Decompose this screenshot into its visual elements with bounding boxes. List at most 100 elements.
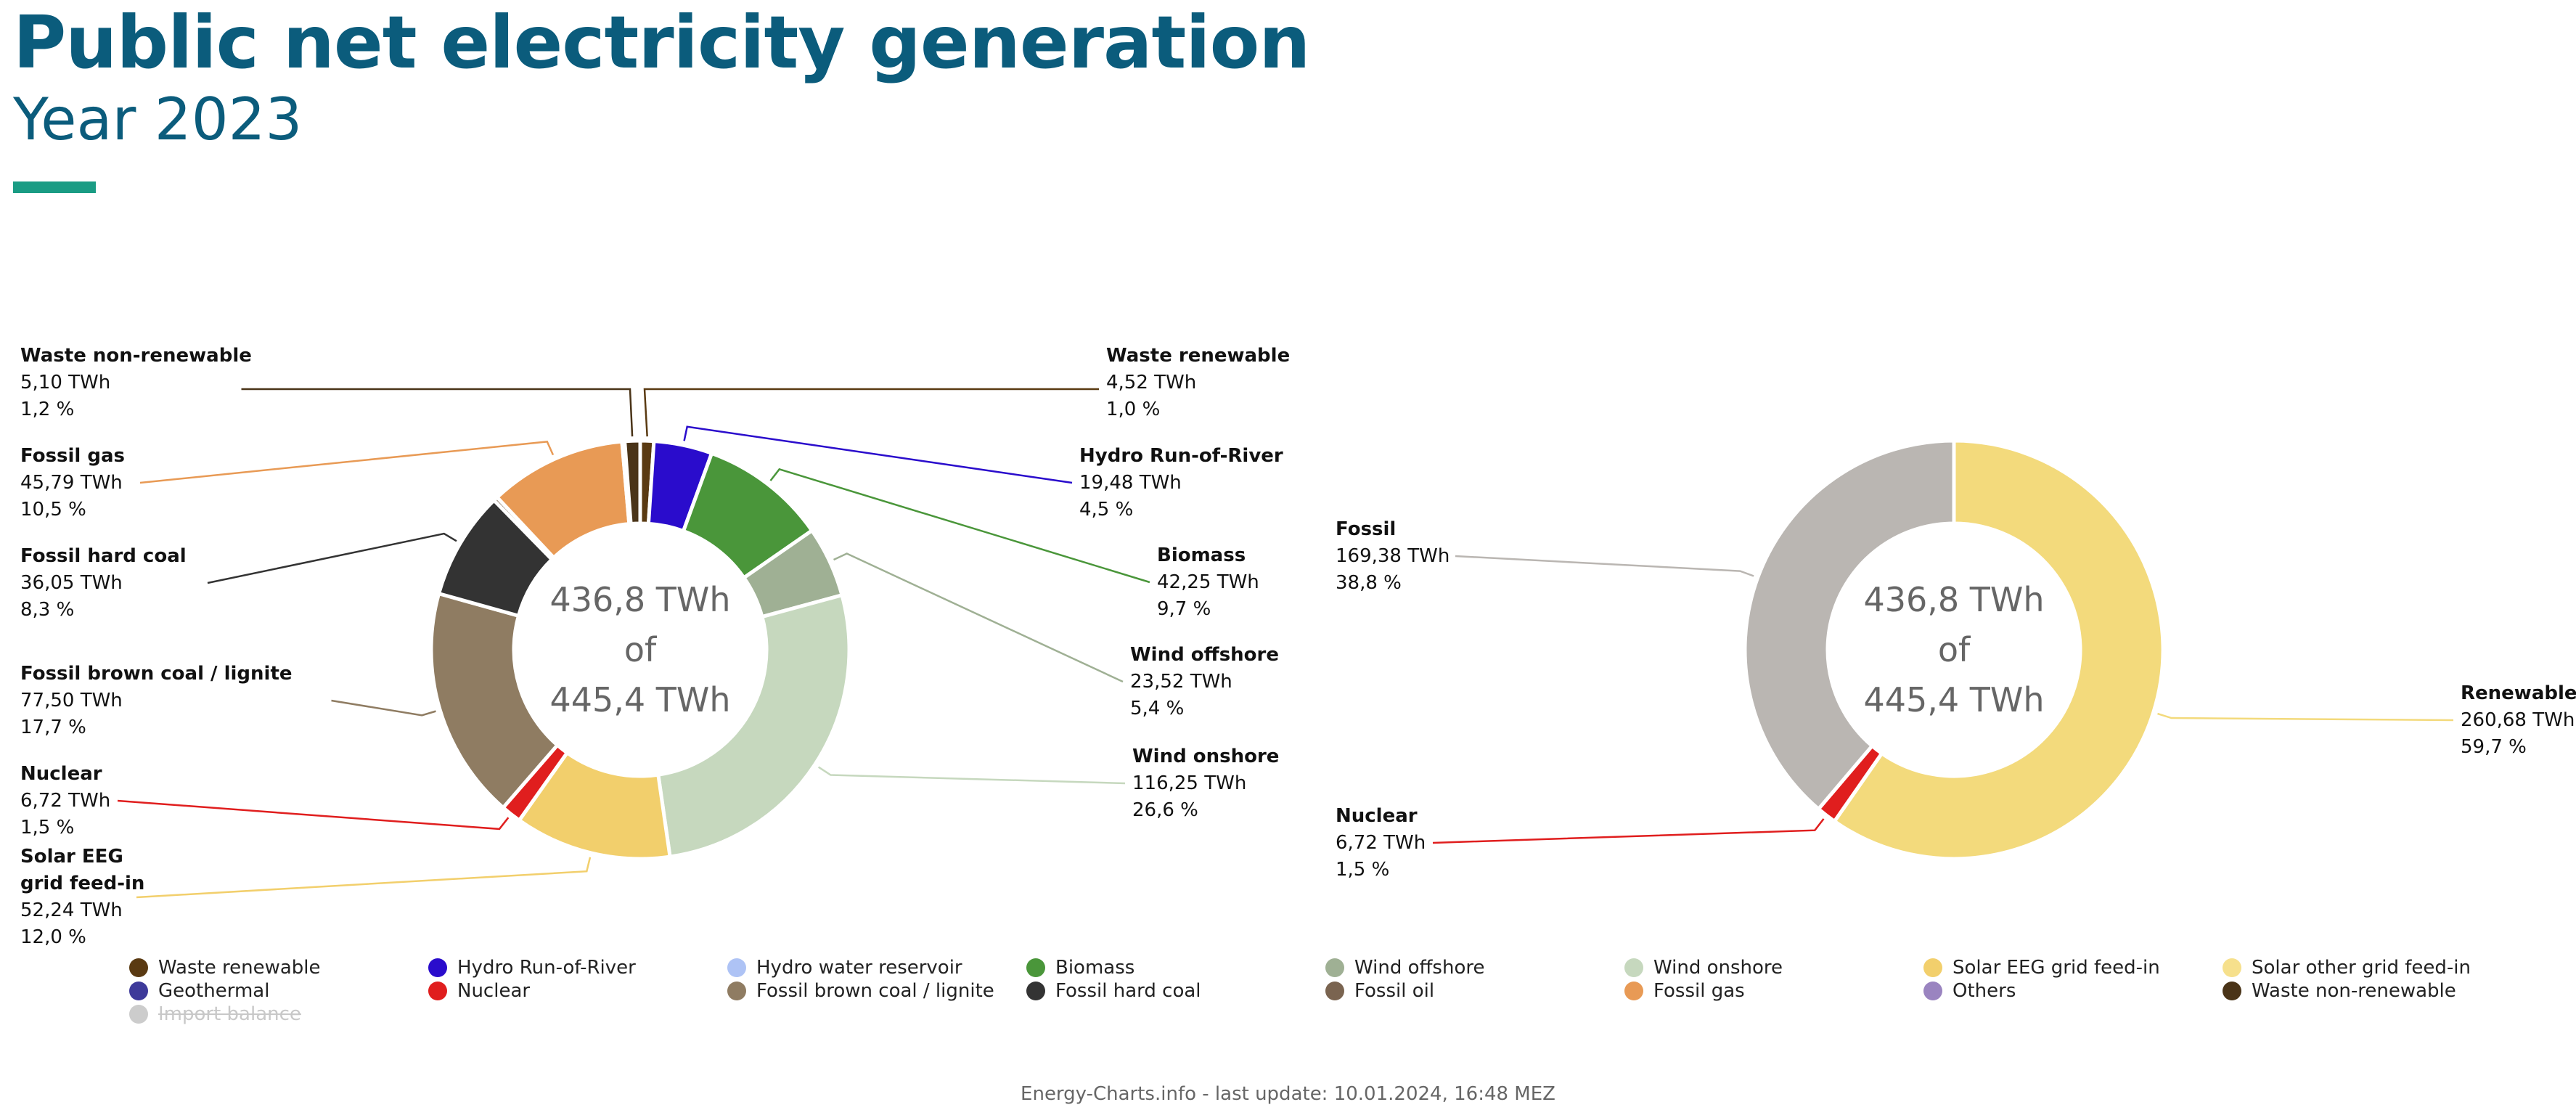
- legend-swatch: [428, 982, 447, 1000]
- connector-fossil-brown-coal-lignite: [331, 699, 436, 717]
- donut-chart-detailed: Waste renewable 4,52 TWh 1,0 % Hydro Run-of…: [20, 345, 1290, 948]
- legend-label: Others: [1953, 980, 2016, 1002]
- data-label-solar-eeg-grid-feed-in: Solar EEG grid feed-in 52,24 TWh 12,0 %: [20, 846, 144, 948]
- slice-wind-onshore[interactable]: [656, 593, 851, 859]
- slice-percent-label: 1,2 %: [20, 399, 74, 420]
- legend-label: Wind onshore: [1653, 957, 1783, 979]
- legend-label: Geothermal: [158, 980, 270, 1002]
- legend-label: Fossil oil: [1354, 980, 1435, 1002]
- legend-swatch: [1624, 982, 1643, 1000]
- legend-item-waste-renewable[interactable]: Waste renewable: [129, 957, 428, 979]
- slice-value-label: 77,50 TWh: [20, 690, 123, 711]
- legend-item-biomass[interactable]: Biomass: [1026, 957, 1325, 979]
- legend-item-fossil-brown-coal-lignite[interactable]: Fossil brown coal / lignite: [727, 980, 1026, 1002]
- donut-center-text: of: [624, 630, 658, 669]
- legend-swatch: [129, 1005, 148, 1024]
- slice-name-label: Waste non-renewable: [20, 345, 252, 367]
- connector-nuclear: [1432, 818, 1825, 844]
- connector-solar-eeg-grid-feed-in: [136, 857, 592, 899]
- legend-item-fossil-hard-coal[interactable]: Fossil hard coal: [1026, 980, 1325, 1002]
- slice-name-label: Biomass: [1157, 544, 1246, 566]
- slice-percent-label: 1,5 %: [1336, 859, 1389, 881]
- connector-wind-onshore: [817, 766, 1126, 785]
- legend-item-fossil-oil[interactable]: Fossil oil: [1325, 980, 1624, 1002]
- legend-swatch: [2223, 982, 2241, 1000]
- connector-fossil: [1455, 555, 1754, 577]
- slice-percent-label: 38,8 %: [1336, 572, 1402, 594]
- slice-name-label: Nuclear: [20, 763, 102, 785]
- chart-legend: Waste renewable Hydro Run-of-River Hydro w…: [129, 957, 2524, 1025]
- connector-hydro-run-of-river: [683, 425, 1073, 484]
- legend-item-waste-non-renewable[interactable]: Waste non-renewable: [2223, 980, 2522, 1002]
- legend-item-solar-other-grid-feed-in[interactable]: Solar other grid feed-in: [2223, 957, 2522, 979]
- slice-name-label: grid feed-in: [20, 873, 144, 894]
- slice-name-label: Fossil gas: [20, 445, 125, 467]
- connector-fossil-gas: [139, 441, 555, 484]
- slice-percent-label: 10,5 %: [20, 499, 86, 521]
- data-label-fossil-hard-coal: Fossil hard coal 36,05 TWh 8,3 %: [20, 545, 187, 621]
- legend-item-solar-eeg-grid-feed-in[interactable]: Solar EEG grid feed-in: [1923, 957, 2223, 979]
- legend-label: Fossil gas: [1653, 980, 1745, 1002]
- slice-renewable[interactable]: [1832, 438, 2165, 861]
- slice-percent-label: 17,7 %: [20, 717, 86, 738]
- slice-name-label: Hydro Run-of-River: [1079, 445, 1283, 467]
- slice-value-label: 6,72 TWh: [1336, 832, 1426, 854]
- slice-percent-label: 5,4 %: [1130, 698, 1184, 719]
- legend-label: Hydro water reservoir: [756, 957, 962, 979]
- legend-swatch: [1325, 982, 1344, 1000]
- data-label-nuclear: Nuclear 6,72 TWh 1,5 %: [20, 763, 110, 838]
- slice-percent-label: 12,0 %: [20, 926, 86, 948]
- donut-center-text: of: [1938, 630, 1971, 669]
- slice-name-label: Wind onshore: [1132, 746, 1279, 767]
- data-label-nuclear: Nuclear 6,72 TWh 1,5 %: [1336, 805, 1426, 881]
- connector-renewable: [2157, 712, 2454, 722]
- legend-label: Import balance: [158, 1003, 301, 1025]
- legend-item-hydro-run-of-river[interactable]: Hydro Run-of-River: [428, 957, 727, 979]
- donut-center-text: 445,4 TWh: [1863, 680, 2044, 719]
- slice-name-label: Fossil: [1336, 518, 1396, 540]
- slice-name-label: Waste renewable: [1106, 345, 1290, 367]
- data-label-wind-offshore: Wind offshore 23,52 TWh 5,4 %: [1130, 644, 1279, 719]
- slice-fossil[interactable]: [1743, 438, 1956, 811]
- legend-item-nuclear[interactable]: Nuclear: [428, 980, 727, 1002]
- legend-item-geothermal[interactable]: Geothermal: [129, 980, 428, 1002]
- donut-chart-summary: Renewable 260,68 TWh 59,7 % Nuclear 6,72 TWh…: [1336, 438, 2576, 881]
- data-label-waste-non-renewable: Waste non-renewable 5,10 TWh 1,2 %: [20, 345, 252, 420]
- slice-value-label: 36,05 TWh: [20, 572, 123, 594]
- legend-label: Solar EEG grid feed-in: [1953, 957, 2160, 979]
- slice-percent-label: 26,6 %: [1132, 799, 1198, 821]
- legend-item-wind-onshore[interactable]: Wind onshore: [1624, 957, 1923, 979]
- legend-swatch: [1026, 958, 1045, 977]
- slice-value-label: 52,24 TWh: [20, 899, 123, 921]
- data-label-fossil-brown-coal-lignite: Fossil brown coal / lignite 77,50 TWh 17,7…: [20, 663, 293, 738]
- legend-item-wind-offshore[interactable]: Wind offshore: [1325, 957, 1624, 979]
- legend-swatch: [2223, 958, 2241, 977]
- donut-center-text: 445,4 TWh: [549, 680, 730, 719]
- connector-waste-non-renewable: [241, 388, 634, 437]
- donut-center-text: 436,8 TWh: [549, 580, 730, 619]
- donut-charts: Waste renewable 4,52 TWh 1,0 % Hydro Run-of…: [20, 345, 2576, 948]
- legend-label: Wind offshore: [1354, 957, 1485, 979]
- legend-item-hydro-water-reservoir[interactable]: Hydro water reservoir: [727, 957, 1026, 979]
- chart-title: Public net electricity generation: [13, 0, 1310, 85]
- legend-label: Waste non-renewable: [2252, 980, 2456, 1002]
- legend-swatch: [727, 958, 746, 977]
- slice-value-label: 5,10 TWh: [20, 372, 110, 393]
- slice-name-label: Fossil hard coal: [20, 545, 187, 567]
- slice-value-label: 6,72 TWh: [20, 790, 110, 812]
- legend-item-import-balance[interactable]: Import balance: [129, 1003, 428, 1025]
- slice-name-label: Renewable: [2461, 682, 2576, 704]
- legend-swatch: [129, 958, 148, 977]
- slice-fossil-brown-coal-lignite[interactable]: [429, 592, 560, 809]
- slice-name-label: Fossil brown coal / lignite: [20, 663, 293, 685]
- legend-item-others[interactable]: Others: [1923, 980, 2223, 1002]
- slice-waste-non-renewable[interactable]: [623, 438, 642, 526]
- legend-item-fossil-gas[interactable]: Fossil gas: [1624, 980, 1923, 1002]
- slice-percent-label: 1,0 %: [1106, 399, 1160, 420]
- slice-value-label: 169,38 TWh: [1336, 545, 1449, 567]
- legend-label: Hydro Run-of-River: [457, 957, 636, 979]
- slice-value-label: 45,79 TWh: [20, 472, 123, 494]
- slice-value-label: 260,68 TWh: [2461, 709, 2575, 731]
- legend-swatch: [1923, 958, 1942, 977]
- legend-label: Biomass: [1055, 957, 1135, 979]
